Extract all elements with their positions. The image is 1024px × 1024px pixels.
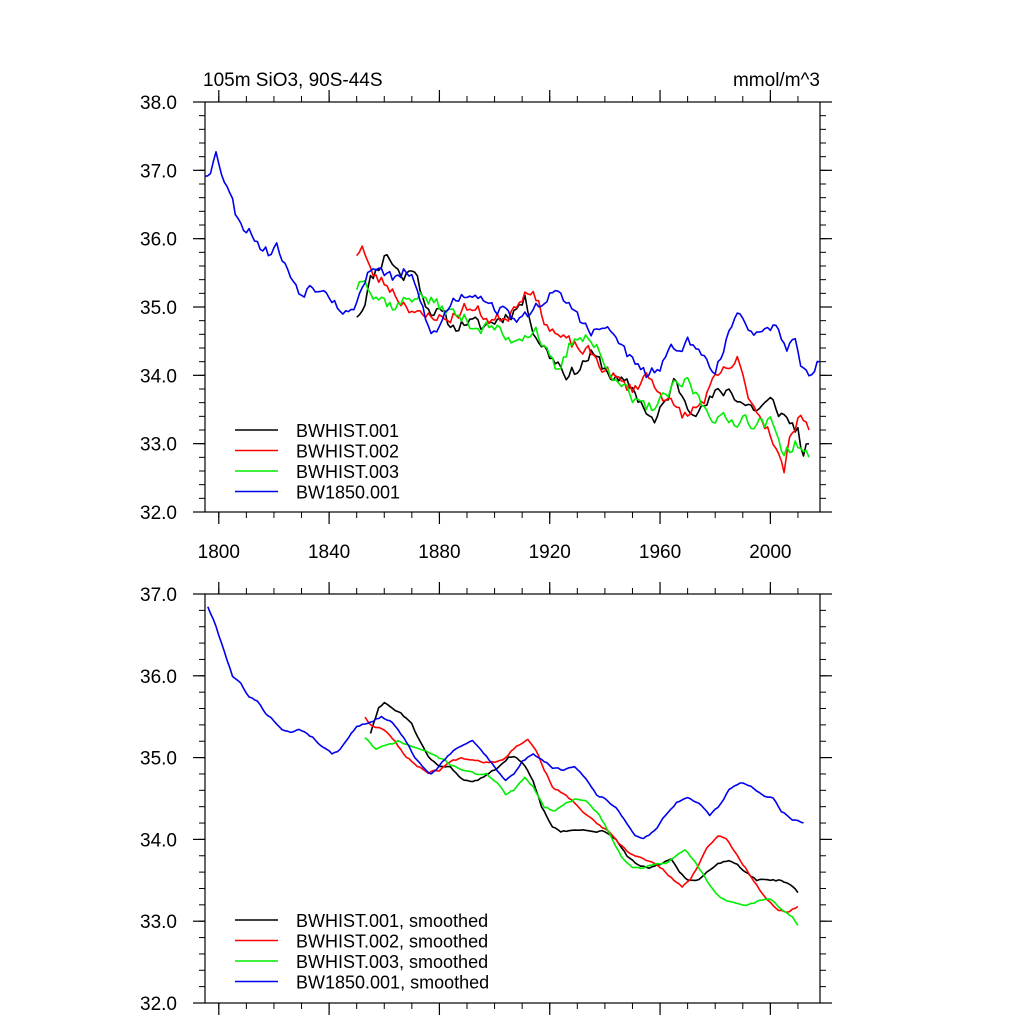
top-panel: 105m SiO3, 90S-44S mmol/m^3 32.0 33.0 34.0… xyxy=(140,70,832,563)
y-tick-label: 32.0 xyxy=(140,503,177,524)
x-tick-label: 1920 xyxy=(529,542,571,563)
bottom-panel-series xyxy=(207,606,804,926)
x-tick-label: 1960 xyxy=(639,542,681,563)
series-line-2 xyxy=(356,245,810,474)
legend-label: BWHIST.001, smoothed xyxy=(296,911,488,931)
legend-label: BW1850.001, smoothed xyxy=(296,973,489,993)
series-line-4 xyxy=(207,606,804,840)
x-tick-label: 1840 xyxy=(308,542,350,563)
y-tick-label: 34.0 xyxy=(140,830,177,851)
legend-label: BWHIST.001 xyxy=(296,421,399,441)
x-tick-label: 1800 xyxy=(198,542,240,563)
x-tick-label: 1880 xyxy=(418,542,460,563)
y-tick-label: 38.0 xyxy=(140,93,177,114)
legend-label: BWHIST.003 xyxy=(296,462,399,482)
panel-title-left: 105m SiO3, 90S-44S xyxy=(203,70,383,91)
series-line-3 xyxy=(364,737,799,926)
series-line-4 xyxy=(205,151,820,379)
series-line-2 xyxy=(364,716,799,914)
series-line-1 xyxy=(369,701,799,894)
y-tick-label: 35.0 xyxy=(140,749,177,770)
top-panel-series xyxy=(205,151,820,474)
legend-label: BW1850.001 xyxy=(296,483,400,503)
y-tick-label: 35.0 xyxy=(140,298,177,319)
bottom-panel-axes: 32.0 33.0 34.0 35.0 36.0 37.0 xyxy=(140,582,832,1015)
y-tick-label: 32.0 xyxy=(140,994,177,1015)
y-tick-label: 37.0 xyxy=(140,161,177,182)
y-tick-label: 36.0 xyxy=(140,667,177,688)
series-line-1 xyxy=(356,254,810,457)
x-tick-label: 2000 xyxy=(749,542,791,563)
legend-label: BWHIST.002, smoothed xyxy=(296,932,488,952)
y-tick-label: 33.0 xyxy=(140,435,177,456)
y-tick-label: 37.0 xyxy=(140,585,177,606)
series-line-3 xyxy=(355,279,810,458)
y-tick-label: 34.0 xyxy=(140,366,177,387)
panel-title-right: mmol/m^3 xyxy=(733,70,820,91)
plot-frame xyxy=(204,593,821,1004)
y-tick-label: 33.0 xyxy=(140,912,177,933)
legend-label: BWHIST.003, smoothed xyxy=(296,952,488,972)
bottom-panel: 32.0 33.0 34.0 35.0 36.0 37.0 BWHIST.001, smo… xyxy=(140,582,832,1015)
y-tick-label: 36.0 xyxy=(140,230,177,251)
legend-label: BWHIST.002 xyxy=(296,442,399,462)
top-panel-axes: 32.0 33.0 34.0 35.0 36.0 37.0 38.0 1800 1840 1880… xyxy=(140,90,832,563)
